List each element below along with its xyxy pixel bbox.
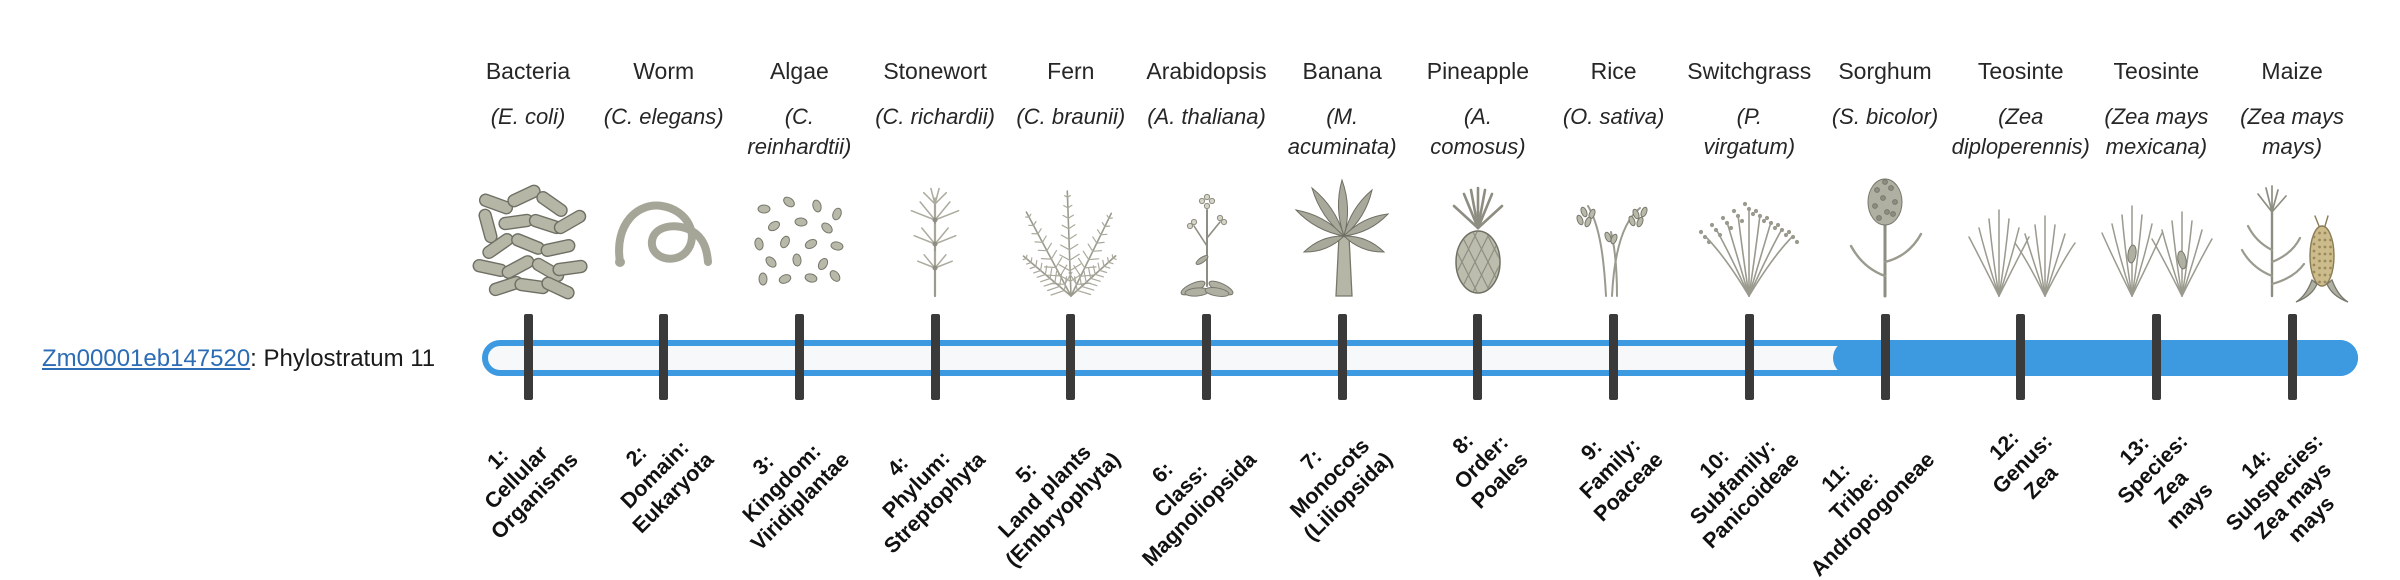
organism-sci-line: (C. richardii) (875, 104, 995, 129)
phylostratum-tick-6 (1202, 314, 1211, 400)
organism-name-11: Sorghum (1838, 58, 1932, 84)
organism-name-7: Banana (1302, 58, 1382, 84)
organism-scientific-name-2: (C. elegans) (554, 102, 774, 132)
organism-sci-line: (C. braunii) (1016, 104, 1126, 129)
organism-sci-line: virgatum) (1703, 134, 1796, 159)
stonewort-icon (875, 164, 995, 304)
banana-icon (1282, 164, 1402, 304)
switchgrass-icon (1689, 164, 1809, 304)
organism-scientific-name-3: (C. reinhardtii) (689, 102, 909, 162)
phylostratum-tick-4 (930, 314, 940, 400)
organism-sci-line: diploperennis) (1951, 134, 2090, 159)
organism-scientific-name-9: (O. sativa) (1504, 102, 1724, 132)
phylostratum-tick-10 (1744, 314, 1754, 400)
organism-scientific-name-14: (Zea mays mays) (2182, 102, 2400, 162)
worm-icon (604, 164, 724, 304)
organism-sci-line: (C. (784, 104, 815, 129)
organism-name-13: Teosinte (2113, 58, 2200, 84)
phylostratum-tick-5 (1066, 314, 1076, 400)
gene-phylostratum-text: : Phylostratum 11 (250, 345, 436, 372)
organism-name-14: Maize (2261, 58, 2323, 84)
teosinte-b-icon (2096, 164, 2216, 304)
phylostratum-tick-11 (1880, 314, 1890, 400)
arabidopsis-icon (1147, 164, 1267, 304)
phylostratum-tick-1 (523, 314, 533, 400)
organism-sci-line: (M. (1326, 104, 1359, 129)
fern-icon (1011, 164, 1131, 304)
phylostratum-tick-12 (2016, 314, 2026, 400)
organism-scientific-name-5: (C. braunii) (961, 102, 1181, 132)
organism-sci-line: acuminata) (1287, 134, 1397, 159)
organism-name-9: Rice (1590, 58, 1637, 84)
organism-name-2: Worm (633, 58, 695, 84)
stratum-label-14: 14: Subspecies: Zea mays mays (2203, 410, 2366, 573)
organism-sci-line: (C. elegans) (603, 104, 724, 129)
organism-sci-line: mays) (2262, 134, 2323, 159)
gene-phylostratum-label: Zm00001eb147520: Phylostratum 11 (42, 344, 435, 374)
organism-sci-line: (A. thaliana) (1147, 104, 1266, 129)
organism-sci-line: (P. (1736, 104, 1762, 129)
organism-scientific-name-6: (A. thaliana) (1097, 102, 1317, 132)
phylostratum-tick-14 (2287, 314, 2297, 400)
organism-sci-line: mexicana) (2105, 134, 2208, 159)
phylostratum-tick-7 (1337, 314, 1347, 400)
organism-name-10: Switchgrass (1687, 58, 1812, 84)
organism-name-6: Arabidopsis (1146, 58, 1267, 84)
organism-scientific-name-1: (E. coli) (418, 102, 638, 132)
phylostratum-tick-13 (2151, 314, 2161, 400)
rice-icon (1554, 164, 1674, 304)
phylostratum-tick-8 (1473, 314, 1483, 400)
sorghum-icon (1825, 164, 1945, 304)
organism-scientific-name-10: (P. virgatum) (1639, 102, 1859, 162)
phylostratum-tick-9 (1609, 314, 1619, 400)
phylostratum-tick-2 (659, 314, 669, 400)
organism-sci-line: (E. coli) (490, 104, 566, 129)
organism-name-12: Teosinte (1977, 58, 2064, 84)
organism-scientific-name-4: (C. richardii) (825, 102, 1045, 132)
organism-sci-line: reinhardtii) (747, 134, 852, 159)
organism-scientific-name-11: (S. bicolor) (1775, 102, 1995, 132)
organism-name-5: Fern (1047, 58, 1095, 84)
pineapple-icon (1418, 164, 1538, 304)
organism-name-1: Bacteria (485, 58, 571, 84)
organism-name-4: Stonewort (883, 58, 987, 84)
organism-sci-line: (Zea (1998, 104, 2044, 129)
algae-icon (739, 164, 859, 304)
organism-scientific-name-12: (Zea diploperennis) (1911, 102, 2131, 162)
organism-sci-line: (Zea mays (2104, 104, 2209, 129)
organism-sci-line: (O. sativa) (1562, 104, 1665, 129)
stratum-label-anchor-14: 14: Subspecies: Zea mays mays (1972, 410, 2340, 547)
teosinte-a-icon (1961, 164, 2081, 304)
organism-sci-line: (S. bicolor) (1831, 104, 1939, 129)
organism-sci-line: (Zea mays (2240, 104, 2345, 129)
phylostrata-bar-filled-segment (1833, 340, 2358, 376)
organism-name-3: Algae (769, 58, 829, 84)
maize-icon (2232, 164, 2352, 304)
organism-name-8: Pineapple (1426, 58, 1530, 84)
organism-scientific-name-8: (A. comosus) (1368, 102, 1588, 162)
gene-id-link[interactable]: Zm00001eb147520 (42, 345, 251, 372)
bacteria-icon (468, 164, 588, 304)
organism-sci-line: (A. (1463, 104, 1492, 129)
organism-sci-line: comosus) (1430, 134, 1526, 159)
organism-scientific-name-13: (Zea mays mexicana) (2046, 102, 2266, 162)
phylostratum-tick-3 (794, 314, 804, 400)
organism-scientific-name-7: (M. acuminata) (1232, 102, 1452, 162)
